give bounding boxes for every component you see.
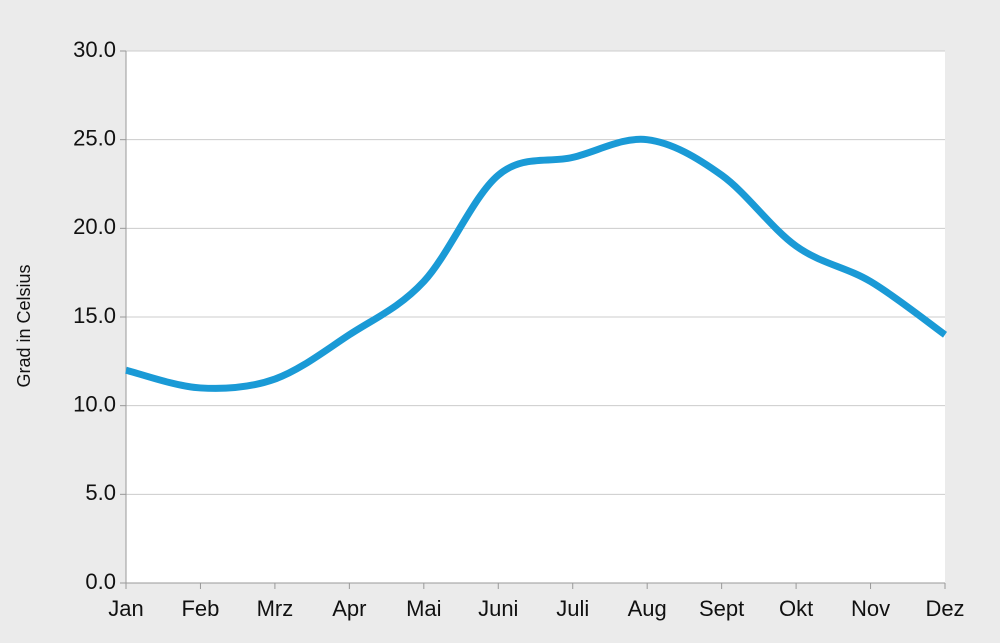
y-tick-label: 5.0 (85, 480, 116, 505)
y-tick-label: 20.0 (73, 214, 116, 239)
y-tick-label: 25.0 (73, 125, 116, 150)
x-tick-label: Dez (925, 596, 964, 621)
x-tick-label: Apr (332, 596, 366, 621)
x-tick-label: Feb (181, 596, 219, 621)
x-tick-label: Jan (108, 596, 143, 621)
x-tick-label: Juni (478, 596, 518, 621)
x-tick-label: Nov (851, 596, 890, 621)
y-tick-label: 30.0 (73, 37, 116, 62)
x-tick-label: Mrz (257, 596, 294, 621)
x-tick-label: Juli (556, 596, 589, 621)
x-tick-label: Aug (628, 596, 667, 621)
y-tick-label: 0.0 (85, 569, 116, 594)
x-tick-label: Mai (406, 596, 441, 621)
x-tick-label: Okt (779, 596, 813, 621)
y-axis-label: Grad in Celsius (14, 264, 34, 387)
y-tick-label: 15.0 (73, 303, 116, 328)
data-line (125, 135, 948, 392)
y-tick-label: 10.0 (73, 391, 116, 416)
x-tick-label: Sept (699, 596, 744, 621)
